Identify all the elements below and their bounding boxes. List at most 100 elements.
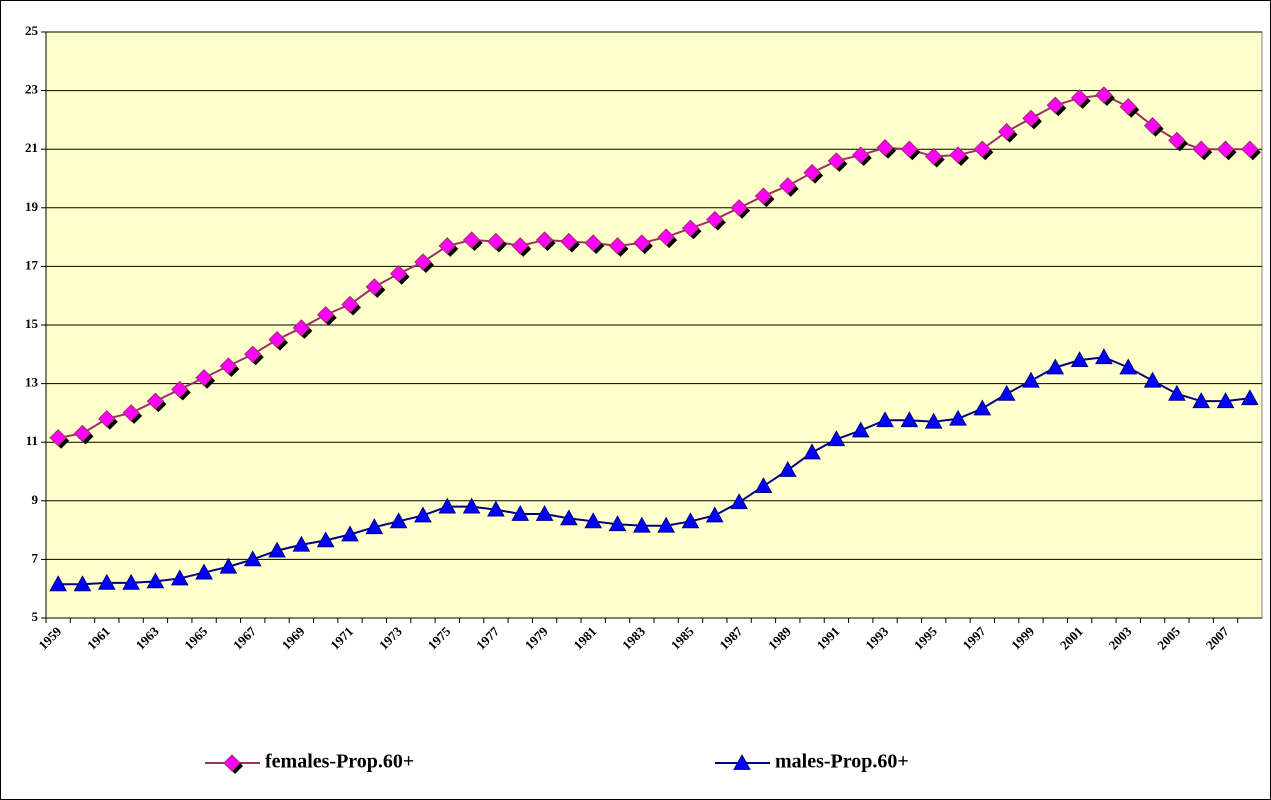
marker	[876, 139, 894, 157]
y-tick-label: 11	[26, 433, 38, 448]
marker	[949, 146, 967, 164]
marker	[122, 404, 140, 422]
y-tick-label: 5	[32, 609, 39, 624]
marker	[900, 411, 919, 428]
marker	[195, 369, 213, 387]
marker	[608, 515, 627, 532]
marker	[779, 177, 797, 195]
y-tick-label: 19	[25, 199, 39, 214]
marker	[876, 411, 894, 428]
marker	[535, 504, 554, 521]
legend-label: females-Prop.60+	[265, 751, 414, 773]
marker	[803, 163, 821, 182]
marker	[98, 410, 116, 428]
marker	[1119, 358, 1138, 375]
marker	[487, 232, 505, 251]
marker	[292, 319, 311, 337]
marker	[365, 518, 384, 535]
marker	[584, 234, 602, 252]
marker	[608, 237, 627, 255]
legend-marker	[733, 753, 751, 770]
marker	[973, 140, 992, 158]
legend-marker	[223, 754, 241, 772]
marker	[341, 295, 359, 314]
marker	[146, 392, 165, 410]
marker	[1143, 117, 1162, 135]
marker	[219, 357, 238, 375]
marker	[292, 535, 311, 552]
marker	[681, 219, 700, 238]
marker	[316, 306, 335, 324]
marker	[195, 563, 213, 580]
y-tick-label: 15	[25, 316, 39, 331]
marker	[803, 443, 821, 460]
marker	[171, 380, 189, 399]
marker	[49, 429, 67, 447]
marker	[73, 424, 92, 443]
marker	[1143, 371, 1162, 388]
marker	[97, 573, 116, 590]
marker	[1046, 358, 1065, 375]
marker	[511, 237, 529, 255]
marker	[1241, 140, 1259, 158]
marker	[924, 147, 943, 166]
marker	[462, 497, 481, 514]
marker	[1046, 96, 1064, 114]
marker	[268, 541, 286, 558]
marker	[1095, 86, 1113, 104]
marker	[511, 504, 530, 521]
y-tick-label: 13	[25, 375, 39, 390]
legend-label: males-Prop.60+	[775, 751, 909, 773]
marker	[389, 265, 408, 283]
marker	[49, 575, 68, 592]
marker	[657, 228, 675, 246]
marker	[268, 330, 286, 349]
marker	[438, 237, 456, 255]
marker	[122, 573, 140, 590]
marker	[244, 345, 262, 364]
marker	[414, 253, 432, 271]
marker	[754, 477, 773, 494]
marker	[535, 231, 554, 249]
marker	[1095, 348, 1113, 365]
marker	[1022, 371, 1040, 388]
marker	[997, 384, 1016, 401]
marker	[1070, 351, 1089, 368]
marker	[973, 399, 992, 416]
marker	[1192, 392, 1211, 409]
marker	[827, 152, 846, 170]
marker	[438, 497, 457, 514]
marker	[170, 569, 189, 586]
marker	[633, 234, 651, 252]
marker	[827, 430, 846, 447]
marker	[949, 409, 967, 426]
marker	[852, 146, 870, 164]
marker	[1216, 392, 1235, 409]
marker	[705, 506, 724, 523]
marker	[681, 512, 700, 529]
marker	[1168, 384, 1186, 401]
marker	[924, 412, 943, 429]
marker	[365, 278, 384, 296]
marker	[560, 509, 578, 526]
marker	[1119, 98, 1137, 116]
y-tick-label: 7	[32, 550, 39, 565]
marker	[341, 525, 359, 542]
marker	[219, 557, 238, 574]
marker	[851, 421, 870, 438]
marker	[1216, 140, 1235, 158]
marker	[316, 531, 335, 548]
marker	[657, 516, 676, 533]
y-tick-label: 21	[25, 140, 38, 155]
marker	[243, 550, 262, 567]
marker	[584, 512, 603, 529]
y-tick-label: 17	[25, 257, 39, 272]
marker	[997, 122, 1016, 141]
marker	[754, 187, 773, 205]
marker	[1070, 89, 1089, 107]
marker	[1168, 131, 1186, 150]
marker	[900, 140, 919, 158]
marker	[146, 572, 165, 589]
